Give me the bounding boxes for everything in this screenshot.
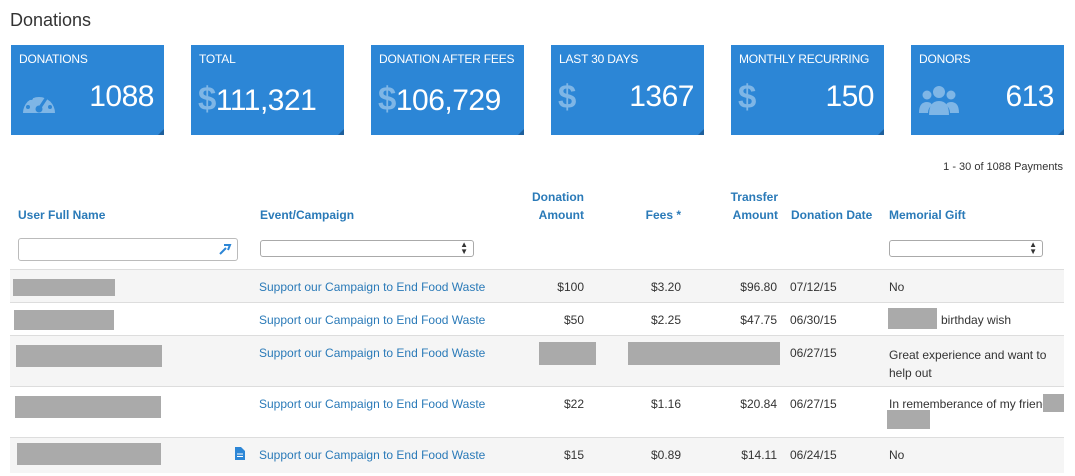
column-header-donation-date[interactable]: Donation Date [791,208,873,222]
donation-date: 07/12/15 [790,280,837,294]
memorial-gift: No [889,280,905,294]
stat-card-last-30-days: LAST 30 DAYS $ 1367 [551,45,704,135]
redacted-user-name [16,345,162,367]
fees: $3.20 [650,280,681,294]
user-name-filter-input[interactable] [18,238,238,261]
dashboard-gauge-icon [23,92,55,113]
redacted-user-name [14,310,114,330]
memorial-gift: No [889,448,905,462]
column-header-event-campaign[interactable]: Event/Campaign [260,208,355,222]
table-row: Support our Campaign to End Food Waste $… [10,437,1064,473]
redacted-name [1043,394,1064,412]
table-row: Support our Campaign to End Food Waste 0… [10,335,1064,386]
redacted-user-name [13,279,115,296]
stat-label: LAST 30 DAYS [559,52,639,66]
stat-label: MONTHLY RECURRING [739,52,870,66]
users-group-icon [919,86,959,115]
column-header-memorial-gift[interactable]: Memorial Gift [889,208,966,222]
stat-card-donors: DONORS 613 [911,45,1064,135]
column-header-donation-amount[interactable]: Donation Amount [532,190,584,222]
column-header-transfer-amount[interactable]: Transfer Amount [730,190,778,222]
stat-value: $111,321 [198,80,317,117]
stat-value: 613 [1005,80,1054,113]
dollar-icon: $ [378,80,396,117]
stat-value: 1088 [89,80,154,113]
event-link[interactable]: Support our Campaign to End Food Waste [259,397,486,411]
stat-card-after-fees: DONATION AFTER FEES $106,729 [371,45,524,135]
column-header-user-full-name[interactable]: User Full Name [18,208,106,222]
table-row: Support our Campaign to End Food Waste $… [10,386,1064,437]
donation-date: 06/24/15 [790,448,837,462]
memorial-gift: In rememberance of my friend [889,397,1050,411]
redacted-name [887,410,930,429]
donation-date: 06/27/15 [790,397,837,411]
stat-value: 1367 [629,80,694,113]
transfer-amount: $96.80 [740,280,777,294]
stat-value: 150 [825,80,874,113]
table-row: Support our Campaign to End Food Waste $… [10,302,1064,335]
event-campaign-filter-select[interactable]: ▲ ▼ [260,240,474,257]
dollar-icon: $ [198,80,216,117]
redacted-donation-amount [539,342,596,365]
stat-card-total: TOTAL $111,321 [191,45,344,135]
fees: $1.16 [650,397,681,411]
stat-label: DONATIONS [19,52,88,66]
donation-amount: $100 [557,280,584,294]
column-header-fees[interactable]: Fees * [645,208,681,222]
event-link[interactable]: Support our Campaign to End Food Waste [259,346,486,360]
memorial-gift-filter-select[interactable]: ▲ ▼ [889,240,1043,257]
memorial-gift: birthday wish [941,313,1012,327]
transfer-amount: $47.75 [740,313,777,327]
event-link[interactable]: Support our Campaign to End Food Waste [259,313,486,327]
stat-label: TOTAL [199,52,236,66]
fees: $2.25 [650,313,681,327]
document-icon[interactable] [235,447,245,460]
donation-date: 06/27/15 [790,346,837,360]
select-arrows-icon: ▲ ▼ [1029,240,1037,256]
redacted-user-name [15,396,161,418]
stat-card-donations: DONATIONS 1088 [11,45,164,135]
donation-amount: $22 [563,397,584,411]
redacted-user-name [17,443,161,465]
dollar-icon: $ [558,78,577,115]
table-row: Support our Campaign to End Food Waste $… [10,269,1064,302]
transfer-amount: $20.84 [740,397,777,411]
stat-label: DONORS [919,52,971,66]
dollar-icon: $ [738,78,757,115]
pagination-summary: 1 - 30 of 1088 Payments [943,161,1063,173]
redacted-fees-transfer [628,342,780,365]
event-link[interactable]: Support our Campaign to End Food Waste [259,280,486,294]
stat-card-monthly-recurring: MONTHLY RECURRING $ 150 [731,45,884,135]
stat-label: DONATION AFTER FEES [379,52,515,66]
event-link[interactable]: Support our Campaign to End Food Waste [259,448,486,462]
transfer-amount: $14.11 [741,448,777,462]
select-arrows-icon: ▲ ▼ [460,240,468,256]
donation-date: 06/30/15 [790,313,837,327]
fees: $0.89 [650,448,681,462]
stat-value: $106,729 [378,80,501,117]
donation-amount: $50 [563,313,584,327]
pin-icon [219,244,232,255]
page-title: Donations [10,10,92,30]
memorial-gift: Great experience and want to help out [889,348,1047,380]
donation-amount: $15 [563,448,584,462]
redacted-name [888,308,937,329]
